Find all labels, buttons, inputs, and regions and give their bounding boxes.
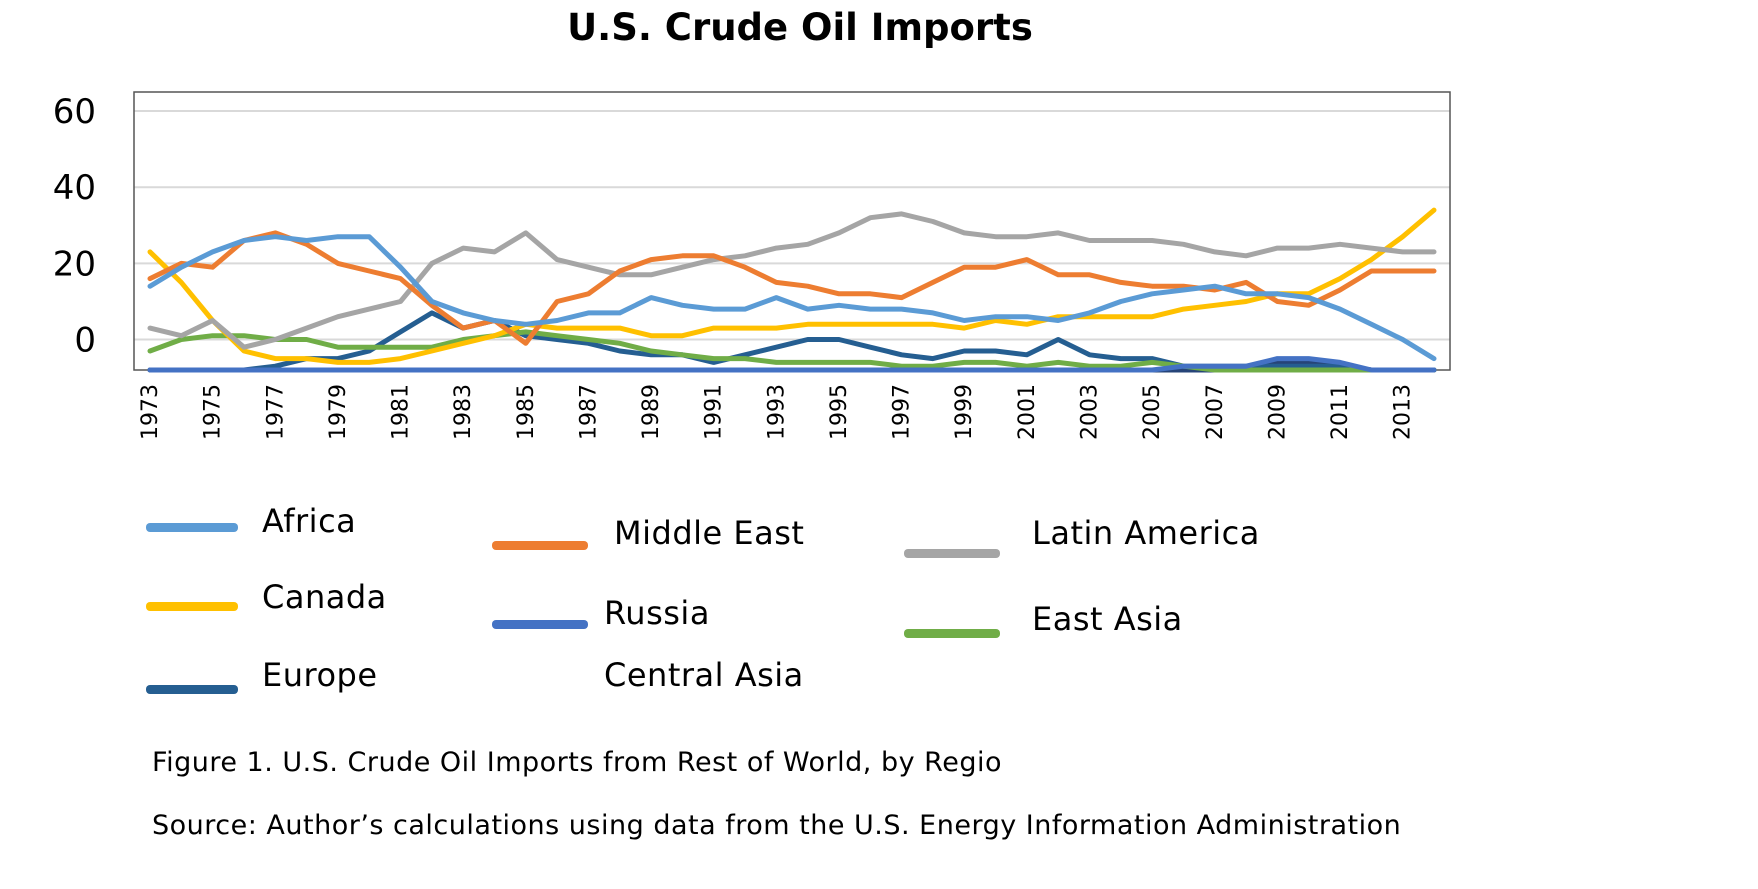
legend-swatch-africa (146, 523, 238, 532)
x-tick-label-1975: 1975 (201, 384, 226, 440)
x-tick-label-1989: 1989 (639, 384, 664, 440)
x-tick-label-1973: 1973 (138, 384, 163, 440)
legend-swatch-latin-america (904, 549, 1000, 558)
series-line-africa (147, 234, 1437, 362)
series-line-canada (147, 207, 1437, 365)
x-tick-label-1981: 1981 (389, 384, 414, 440)
x-tick-label-2003: 2003 (1078, 384, 1103, 440)
series-line-russia (147, 356, 1437, 373)
x-tick-label-1987: 1987 (576, 384, 601, 440)
legend-swatch-middle-east (492, 541, 588, 550)
y-tick-label-60: 60 (53, 92, 96, 132)
series-line-east-asia (147, 329, 1437, 373)
legend-swatch-russia (492, 620, 588, 629)
legend-label-europe: Europe (262, 656, 378, 694)
x-tick-label-1997: 1997 (890, 384, 915, 440)
legend-swatch-europe (146, 685, 238, 694)
series-line-latin-america (147, 211, 1437, 350)
x-tick-label-1977: 1977 (263, 384, 288, 440)
legend-label-latin-america: Latin America (1032, 514, 1260, 552)
legend-label-africa: Africa (262, 502, 357, 540)
x-tick-label-1983: 1983 (451, 384, 476, 440)
x-tick-label-1993: 1993 (764, 384, 789, 440)
line-chart: 0 20 40 60 1973 1975 1977 1979 1981 1983 1985 1987 1… (53, 91, 1451, 440)
x-tick-label-2009: 2009 (1265, 384, 1290, 440)
x-tick-label-2007: 2007 (1203, 384, 1228, 440)
x-tick-label-2005: 2005 (1140, 384, 1165, 440)
x-tick-label-1979: 1979 (326, 384, 351, 440)
x-tick-label-1985: 1985 (514, 384, 539, 440)
legend-label-east-asia: East Asia (1032, 600, 1183, 638)
y-tick-label-0: 0 (74, 321, 96, 361)
y-tick-label-20: 20 (53, 244, 96, 284)
y-tick-label-40: 40 (53, 168, 96, 208)
x-tick-label-2001: 2001 (1015, 384, 1040, 440)
legend-label-russia: Russia (604, 594, 710, 632)
x-tick-label-1995: 1995 (827, 384, 852, 440)
chart-title: U.S. Crude Oil Imports (567, 6, 1033, 49)
x-tick-label-2011: 2011 (1328, 384, 1353, 440)
legend-label-canada: Canada (262, 578, 387, 616)
x-tick-label-1991: 1991 (702, 384, 727, 440)
legend-label-central-asia: Central Asia (604, 656, 804, 694)
legend-label-middle-east: Middle East (614, 514, 805, 552)
source-note: Source: Author’s calculations using data… (152, 810, 1402, 841)
figure-caption: Figure 1. U.S. Crude Oil Imports from Re… (152, 747, 1002, 778)
legend-swatch-east-asia (904, 629, 1000, 638)
x-tick-label-2013: 2013 (1391, 384, 1416, 440)
legend-swatch-canada (146, 602, 238, 611)
x-tick-label-1999: 1999 (952, 384, 977, 440)
